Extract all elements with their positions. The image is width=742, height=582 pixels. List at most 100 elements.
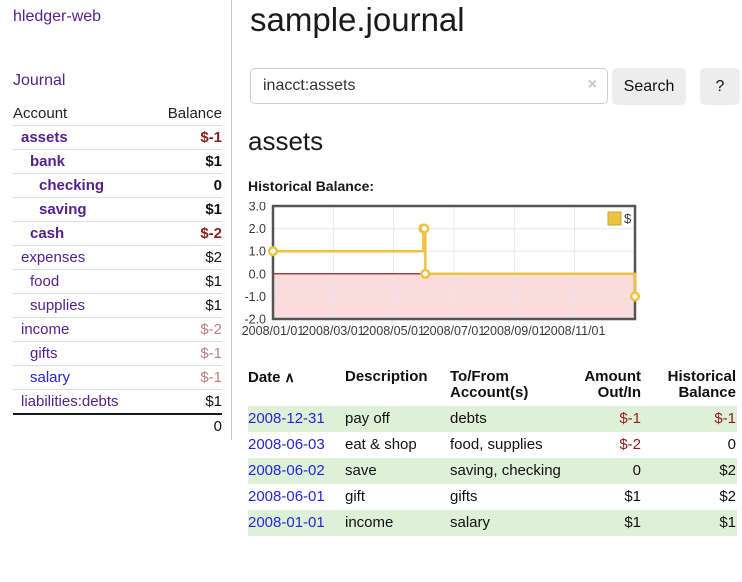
help-button[interactable]: ? [700, 68, 740, 105]
transaction-amount: $-2 [619, 436, 641, 453]
account-balance: $-1 [151, 365, 222, 390]
transaction-accounts: debts [450, 410, 487, 427]
transaction-description: pay off [345, 410, 390, 427]
account-balance: $-1 [151, 341, 222, 366]
transaction-description: save [345, 462, 377, 479]
accounts-table-header: Account Balance [13, 102, 222, 126]
svg-text:2008/03/01: 2008/03/01 [302, 324, 365, 338]
register-row: 2008-06-01 gift gifts $1 $2 [248, 484, 737, 510]
transaction-description: gift [345, 488, 366, 505]
sidebar-item-journal[interactable]: Journal [13, 72, 66, 89]
accounts-header-balance: Balance [167, 105, 222, 122]
account-row: bank $1 [13, 149, 222, 174]
svg-text:3.0: 3.0 [249, 202, 266, 214]
account-link-saving[interactable]: saving [39, 201, 87, 218]
account-row: expenses $2 [13, 245, 222, 270]
transaction-amount: 0 [632, 462, 641, 479]
transaction-balance: $2 [719, 462, 736, 479]
account-balance: $2 [151, 245, 222, 270]
register-header-row: Date ∧ Description To/From Account(s) Amou… [248, 364, 737, 406]
accounts-header-account: Account [13, 105, 68, 122]
transaction-amount: $1 [624, 514, 641, 531]
account-link-cash[interactable]: cash [30, 225, 65, 242]
transaction-accounts: food, supplies [450, 436, 543, 453]
transaction-balance: $1 [719, 514, 736, 531]
svg-text:-2.0: -2.0 [244, 313, 266, 327]
account-row: income $-2 [13, 317, 222, 342]
transaction-balance: $-1 [714, 410, 736, 427]
account-row: gifts $-1 [13, 341, 222, 366]
svg-text:2.0: 2.0 [249, 222, 266, 236]
transaction-date-link[interactable]: 2008-06-02 [248, 462, 325, 479]
register-header-description: Description [345, 368, 428, 385]
account-link-expenses[interactable]: expenses [21, 249, 86, 266]
svg-text:2008/07/01: 2008/07/01 [423, 324, 486, 338]
page-title: sample.journal [250, 1, 465, 38]
register-header-accounts: To/From Account(s) [450, 368, 529, 401]
account-row: saving $1 [13, 197, 222, 222]
svg-text:2008/09/01: 2008/09/01 [483, 324, 546, 338]
register-header-date[interactable]: Date ∧ [248, 369, 295, 386]
transaction-amount: $-1 [619, 410, 641, 427]
account-link-assets[interactable]: assets [21, 129, 68, 146]
register-row: 2008-12-31 pay off debts $-1 $-1 [248, 406, 737, 432]
accounts-total-row: 0 [13, 413, 222, 438]
search-form: × Search ? [250, 68, 742, 106]
account-link-food[interactable]: food [30, 273, 60, 290]
account-link-bank[interactable]: bank [30, 153, 66, 170]
transaction-accounts: gifts [450, 488, 478, 505]
transaction-balance: $2 [719, 488, 736, 505]
account-balance: $1 [151, 293, 222, 318]
transaction-date-link[interactable]: 2008-06-01 [248, 488, 325, 505]
account-row: food $1 [13, 269, 222, 294]
account-link-income[interactable]: income [21, 321, 70, 338]
account-link-salary[interactable]: salary [30, 369, 71, 386]
account-row: cash $-2 [13, 221, 222, 246]
register-row: 2008-01-01 income salary $1 $1 [248, 510, 737, 536]
accounts-total: 0 [151, 413, 222, 438]
search-button[interactable]: Search [612, 68, 686, 105]
account-balance: $-2 [151, 221, 222, 246]
accounts-table: Account Balance assets $-1 bank $1 checkin… [13, 102, 222, 438]
transaction-date-link[interactable]: 2008-01-01 [248, 514, 325, 531]
account-balance: 0 [151, 173, 222, 198]
svg-text:1.0: 1.0 [249, 245, 266, 259]
account-heading: assets [248, 126, 324, 156]
transaction-balance: 0 [727, 436, 736, 453]
account-row: liabilities:debts $1 [13, 389, 222, 414]
historical-balance-chart: 3.0 2.0 1.0 0.0 -1.0 -2.02008/01/012008/03/01… [242, 202, 641, 338]
transaction-date-link[interactable]: 2008-06-03 [248, 436, 325, 453]
svg-text:$: $ [624, 211, 632, 226]
register-header-balance: Historical Balance [667, 368, 736, 401]
app-title-link[interactable]: hledger-web [13, 8, 102, 25]
register-header-amount: Amount Out/In [584, 368, 641, 401]
transaction-accounts: salary [450, 514, 491, 531]
svg-text:0.0: 0.0 [249, 267, 266, 281]
account-balance: $1 [151, 389, 222, 414]
transaction-accounts: saving, checking [450, 462, 561, 479]
account-link-gifts[interactable]: gifts [30, 345, 58, 362]
transaction-date-link[interactable]: 2008-12-31 [248, 410, 325, 427]
transaction-amount: $1 [624, 488, 641, 505]
account-row: assets $-1 [13, 125, 222, 150]
account-link-supplies[interactable]: supplies [30, 297, 86, 314]
register-row: 2008-06-02 save saving, checking 0 $2 [248, 458, 737, 484]
register-row: 2008-06-03 eat & shop food, supplies $-2… [248, 432, 737, 458]
svg-text:2008/11/01: 2008/11/01 [544, 324, 606, 338]
register-table: Date ∧ Description To/From Account(s) Amou… [248, 364, 737, 536]
account-balance: $1 [151, 149, 222, 174]
clear-search-icon[interactable]: × [587, 76, 597, 93]
account-link-checking[interactable]: checking [39, 177, 105, 194]
search-input-wrap: × [250, 68, 608, 104]
transaction-description: eat & shop [345, 436, 417, 453]
svg-text:2008/01/01: 2008/01/01 [242, 324, 305, 338]
account-row: checking 0 [13, 173, 222, 198]
search-input[interactable] [250, 68, 608, 104]
account-row: salary $-1 [13, 365, 222, 390]
transaction-description: income [345, 514, 394, 531]
svg-text:-1.0: -1.0 [244, 290, 266, 304]
sidebar-divider [231, 0, 232, 440]
account-balance: $-1 [151, 125, 222, 150]
chart-title: Historical Balance: [248, 178, 375, 194]
account-link-liabilities-debts[interactable]: liabilities:debts [21, 393, 119, 410]
